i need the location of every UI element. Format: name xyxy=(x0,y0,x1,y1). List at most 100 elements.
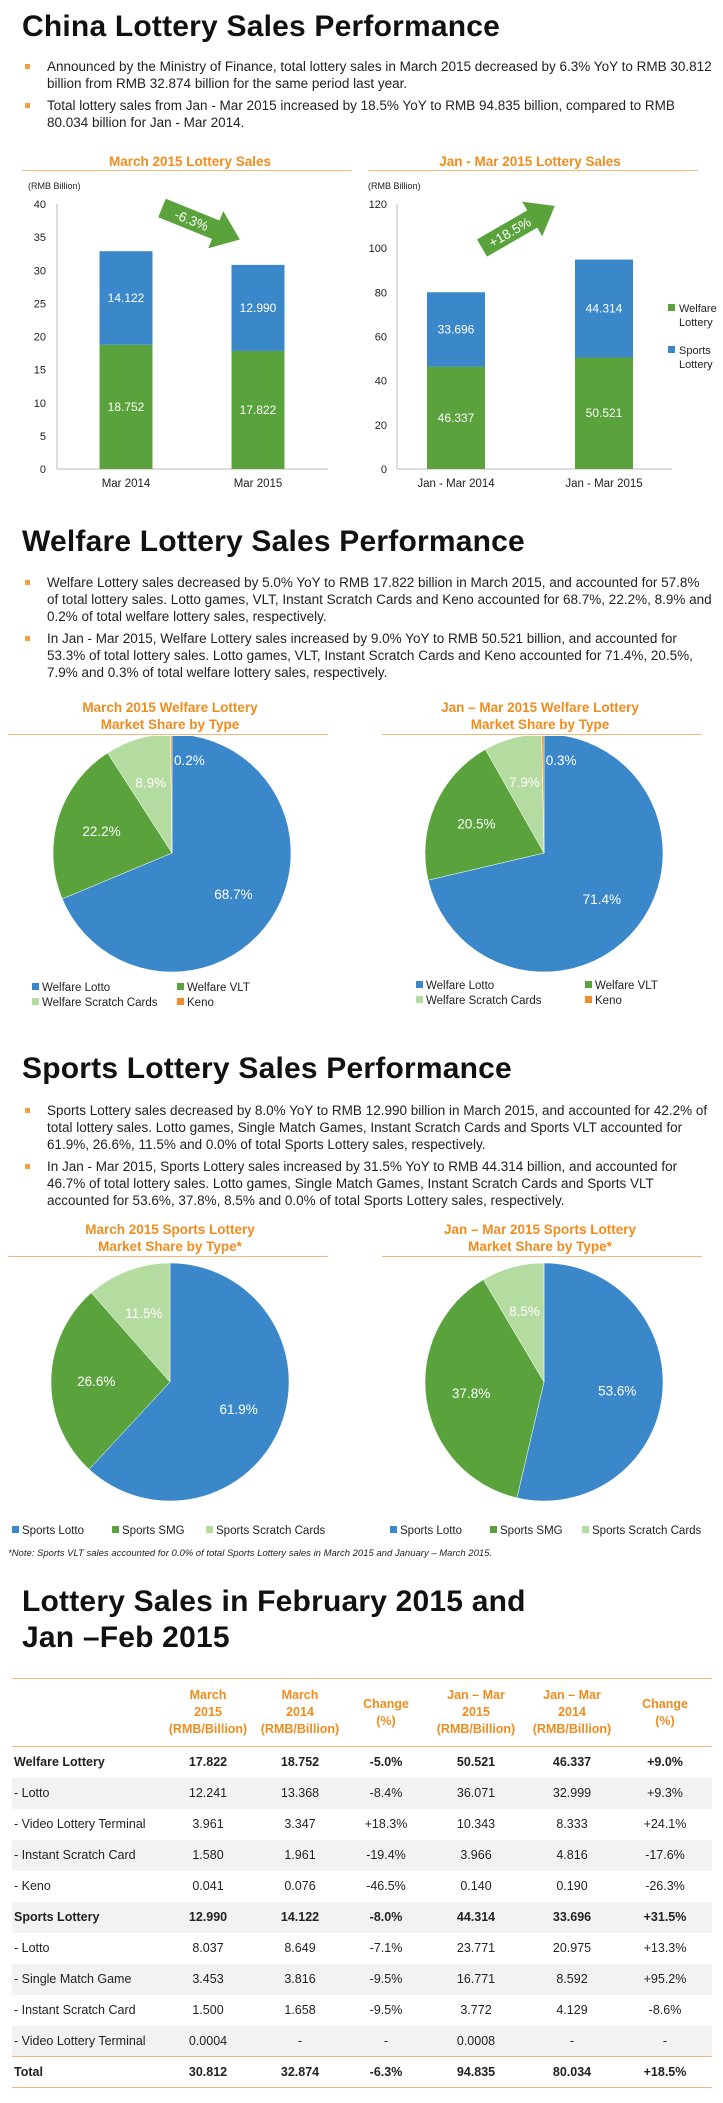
table-cell: - xyxy=(254,2025,346,2057)
table-cell: -7.1% xyxy=(369,1941,403,1955)
y-tick-label: 20 xyxy=(34,332,46,344)
pie-slice xyxy=(90,1262,171,1383)
pie-slice xyxy=(170,736,173,854)
table-row: - Lotto 8.037 8.649 -7.1% 23.771 20.975 +13.3% xyxy=(12,1933,712,1964)
y-tick-label: 40 xyxy=(34,199,46,211)
bar-chart-march: (RMB Billion) 0 5 10 15 20 25 30 35 40 18.752 14.12… xyxy=(28,181,328,490)
row-label: - Lotto xyxy=(12,1777,162,1809)
table-row: - Video Lottery Terminal 0.0004- -0.0008- - xyxy=(12,2025,712,2057)
legend-label: Sports Scratch Cards xyxy=(592,1525,702,1537)
pie-label: 0.2% xyxy=(174,753,205,768)
title-line: Market Share by Type xyxy=(470,717,610,732)
table-header-cell: Change (%) xyxy=(618,1679,712,1747)
table-cell: 8.333 xyxy=(556,1817,588,1831)
y-tick-label: 20 xyxy=(375,420,387,432)
footnote: *Note: Sports VLT sales accounted for 0.… xyxy=(8,1548,493,1559)
pie-label: 68.7% xyxy=(214,887,252,902)
pie-chart-sports-march: 61.9% 26.6% 11.5% Sports Lotto Sports SMG Spo… xyxy=(12,1262,326,1537)
pie-chart-3-title: March 2015 Sports Lottery Market Share b… xyxy=(20,1221,320,1255)
table-cell: 3.453 xyxy=(162,1963,254,1995)
pie-label: 26.6% xyxy=(77,1374,115,1389)
legend-label: Welfare VLT xyxy=(595,980,658,992)
y-tick-label: 60 xyxy=(375,332,387,344)
table-cell: -8.0% xyxy=(346,1901,426,1933)
table-cell: 1.500 xyxy=(192,2003,224,2017)
section-title-china-lottery: China Lottery Sales Performance xyxy=(22,10,501,43)
bar-sports xyxy=(575,259,633,358)
table-cell: 20.975 xyxy=(552,1941,592,1955)
table-header-cell: March 2014 (RMB/Billion) xyxy=(254,1679,346,1747)
legend-label: Sports xyxy=(679,345,711,357)
table-cell: -8.4% xyxy=(346,1777,426,1809)
pie-slice xyxy=(52,752,173,900)
table-header-cell: March 2015 (RMB/Billion) xyxy=(162,1679,254,1747)
table-header-cell: Jan – Mar 2015 (RMB/Billion) xyxy=(426,1679,526,1747)
arrow-shape xyxy=(477,201,555,257)
title-underline xyxy=(382,1256,702,1257)
table-cell: 8.592 xyxy=(526,1963,618,1995)
table-cell: 0.0008 xyxy=(426,2025,526,2057)
table-cell: 46.337 xyxy=(552,1755,592,1770)
table-cell: -6.3% xyxy=(346,2056,426,2088)
table-cell: -26.3% xyxy=(645,1879,685,1893)
table-cell: +24.1% xyxy=(643,1817,687,1831)
x-tick-label: Jan - Mar 2014 xyxy=(417,478,495,490)
legend-swatch xyxy=(32,983,39,990)
table-row: - Video Lottery Terminal 3.961 3.347 +18.3%… xyxy=(12,1809,712,1840)
title-line: Market Share by Type* xyxy=(468,1239,612,1254)
table-row: - Keno 0.041 0.076 -46.5% 0.140 0.190 -26.3% xyxy=(12,1871,712,1902)
table-cell: 44.314 xyxy=(426,1901,526,1933)
pie-slice xyxy=(541,736,545,854)
legend-swatch xyxy=(668,346,675,353)
legend-label: Sports SMG xyxy=(500,1525,563,1537)
table-cell: +9.0% xyxy=(647,1755,683,1770)
table-cell: 94.835 xyxy=(426,2056,526,2088)
title-line: March 2015 Welfare Lottery xyxy=(82,700,258,715)
bar-welfare xyxy=(99,344,153,469)
pie-slice xyxy=(424,749,545,881)
title-underline xyxy=(382,734,702,735)
table-cell: -8.6% xyxy=(648,2003,682,2017)
bullet-text: Announced by the Ministry of Finance, to… xyxy=(22,58,712,92)
pie-label: 37.8% xyxy=(452,1386,490,1401)
data-label: 18.752 xyxy=(108,400,145,414)
row-label: - Keno xyxy=(14,1879,51,1893)
pie-label: 20.5% xyxy=(457,816,495,831)
table-cell: 0.0004 xyxy=(162,2025,254,2057)
legend-label: Welfare xyxy=(679,303,717,315)
legend-swatch xyxy=(585,981,592,988)
pie-slice xyxy=(427,736,664,973)
table-row: - Lotto 12.241 13.368 -8.4% 36.071 32.999 +9.3… xyxy=(12,1777,712,1809)
table-cell: 30.812 xyxy=(162,2056,254,2088)
bullets-s3: Sports Lottery sales decreased by 8.0% Y… xyxy=(22,1102,712,1214)
table-cell: 14.122 xyxy=(254,1901,346,1933)
table-cell: 16.771 xyxy=(426,1963,526,1995)
legend-label: Welfare VLT xyxy=(187,982,250,994)
header-line: (%) xyxy=(376,1713,396,1728)
title-underline xyxy=(22,170,352,171)
header-line: Change xyxy=(642,1696,688,1711)
legend-label: Welfare Scratch Cards xyxy=(426,995,542,1007)
table-cell: 3.961 xyxy=(192,1817,224,1831)
table-cell: +13.3% xyxy=(643,1941,687,1955)
bar-welfare xyxy=(427,366,485,469)
table-cell: 8.649 xyxy=(284,1941,316,1955)
pie-slice xyxy=(61,736,292,973)
table-cell: 1.961 xyxy=(254,1839,346,1871)
legend-swatch xyxy=(177,983,184,990)
table-cell: +31.5% xyxy=(618,1901,712,1933)
pie-slice xyxy=(483,1262,545,1383)
bar-chart-jan-mar: (RMB Billion) 0 20 40 60 80 100 120 46.337 33.696… xyxy=(368,181,717,490)
legend-swatch xyxy=(177,998,184,1005)
table-cell: 0.041 xyxy=(192,1879,224,1893)
header-line: 2015 xyxy=(194,1705,222,1719)
table-cell: 0.190 xyxy=(556,1879,588,1893)
pie-slice xyxy=(107,736,173,854)
legend-swatch xyxy=(390,1526,397,1533)
table-row: - Single Match Game 3.453 3.816 -9.5% 16.771… xyxy=(12,1963,712,1995)
x-tick-label: Mar 2014 xyxy=(102,478,151,490)
table-row: Total 30.812 32.874 -6.3% 94.835 80.034 +18.5% xyxy=(12,2056,712,2088)
legend-label: Sports Scratch Cards xyxy=(216,1525,326,1537)
row-label: - Single Match Game xyxy=(12,1963,162,1995)
pie-slice xyxy=(516,1262,664,1502)
